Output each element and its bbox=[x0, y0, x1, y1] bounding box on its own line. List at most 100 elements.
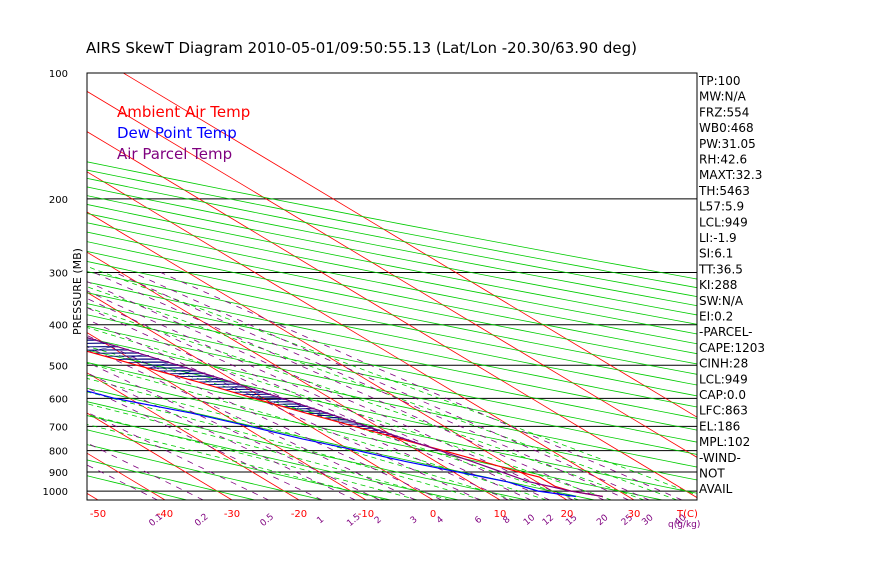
moist-adiabat-line bbox=[87, 327, 612, 500]
mixing-ratio-label: 20 bbox=[595, 513, 610, 528]
cape-hatch-line bbox=[22, 333, 73, 334]
mixing-ratio-label: 6 bbox=[473, 515, 484, 527]
isotherm-line bbox=[87, 131, 697, 499]
index-entry: FRZ:554 bbox=[699, 105, 749, 119]
dry-adiabat-line bbox=[87, 444, 323, 500]
cape-hatch-line bbox=[0, 326, 49, 327]
index-entry: EL:186 bbox=[699, 419, 740, 433]
mixing-ratio-label: 10 bbox=[522, 513, 537, 528]
moist-adiabat-line bbox=[87, 362, 547, 500]
mixing-ratio-label: 3 bbox=[409, 515, 420, 526]
index-entry: MW:N/A bbox=[699, 90, 747, 104]
mixing-ratio-line bbox=[160, 272, 683, 500]
pressure-tick-label: 400 bbox=[49, 321, 68, 332]
cape-hatch-line bbox=[178, 375, 215, 377]
dry-adiabat-line bbox=[87, 186, 697, 307]
cape-hatch-line bbox=[224, 388, 256, 390]
moist-adiabat-line bbox=[87, 414, 418, 500]
legend-dew-point-temp: Dew Point Temp bbox=[117, 124, 237, 142]
legend-air-parcel-temp: Air Parcel Temp bbox=[117, 145, 232, 163]
index-entry: NOT bbox=[699, 467, 725, 481]
dry-adiabat-line bbox=[87, 303, 697, 431]
dry-adiabat-line bbox=[87, 387, 595, 500]
temperature-tick-bottom: 30 bbox=[628, 509, 641, 520]
dry-adiabat-line bbox=[87, 222, 697, 345]
dry-adiabat-line bbox=[87, 459, 255, 500]
cape-hatch-line bbox=[94, 352, 139, 354]
cape-hatch-line bbox=[87, 348, 129, 351]
mixing-ratio-label: 2 bbox=[373, 515, 384, 526]
index-entry: TP:100 bbox=[698, 74, 741, 88]
mixing-ratio-label: 12 bbox=[541, 513, 556, 528]
dry-adiabat-line bbox=[87, 204, 697, 325]
mixing-ratio-line bbox=[132, 272, 650, 500]
dry-adiabat-line bbox=[87, 374, 663, 500]
cape-hatch-line bbox=[0, 318, 20, 324]
mixing-ratio-line bbox=[87, 411, 269, 500]
dry-adiabat-line bbox=[87, 271, 697, 397]
isotherm-line bbox=[87, 291, 434, 500]
moist-adiabat-line bbox=[87, 378, 515, 500]
dry-adiabat-line bbox=[87, 325, 697, 455]
isotherm-line bbox=[87, 372, 300, 500]
cape-hatch-line bbox=[0, 318, 23, 319]
pressure-tick-label: 900 bbox=[49, 468, 68, 479]
isotherm-line bbox=[123, 73, 697, 418]
cape-hatch-line bbox=[272, 398, 283, 404]
cape-hatch-line bbox=[215, 385, 248, 388]
cape-hatch-line bbox=[88, 345, 116, 352]
mixing-ratio-label: 1 bbox=[315, 515, 326, 526]
mixing-ratio-line bbox=[87, 361, 380, 500]
mixing-ratio-line bbox=[87, 387, 323, 500]
dry-adiabat-line bbox=[87, 231, 697, 355]
index-entry: AVAIL bbox=[699, 482, 733, 496]
temperature-tick-bottom: -50 bbox=[90, 509, 106, 520]
temperature-tick-bottom: -10 bbox=[358, 509, 374, 520]
dry-adiabat-line bbox=[87, 429, 391, 500]
pressure-tick-label: 800 bbox=[49, 447, 68, 458]
dry-adiabat-line bbox=[87, 349, 697, 481]
cape-hatch-line bbox=[0, 322, 37, 323]
cape-hatch-line bbox=[118, 354, 144, 361]
mixing-ratio-line bbox=[87, 290, 550, 500]
index-entry: LI:-1.9 bbox=[699, 231, 737, 245]
mixing-ratio-line bbox=[93, 272, 605, 500]
moist-adiabat-line bbox=[87, 345, 579, 500]
temperature-tick-bottom: -20 bbox=[291, 509, 307, 520]
cape-hatch-line bbox=[175, 370, 195, 377]
mixing-ratio-line bbox=[87, 281, 574, 500]
moist-adiabat-line bbox=[87, 286, 678, 500]
index-entry: SW:N/A bbox=[699, 294, 744, 308]
dry-adiabat-line bbox=[87, 337, 697, 468]
isotherm-line bbox=[87, 412, 233, 500]
index-entry: PW:31.05 bbox=[699, 137, 756, 151]
mixing-ratio-label: 30 bbox=[640, 513, 655, 528]
cape-hatch-line bbox=[207, 383, 240, 385]
temperature-tick-bottom: 10 bbox=[494, 509, 507, 520]
cape-hatch-line bbox=[202, 377, 218, 384]
isotherm-line bbox=[87, 171, 635, 500]
grid-layer bbox=[87, 73, 697, 500]
index-entry: CAPE:1203 bbox=[699, 341, 765, 355]
plot-frame bbox=[86, 72, 698, 501]
dry-adiabat-line bbox=[87, 177, 697, 298]
mixing-ratio-line bbox=[87, 442, 204, 500]
index-entry: LFC:863 bbox=[699, 404, 748, 418]
cape-hatch-line bbox=[198, 380, 232, 383]
mixing-ratio-line bbox=[87, 298, 532, 500]
dry-adiabat-line bbox=[87, 361, 697, 494]
pressure-tick-label: 1000 bbox=[43, 487, 68, 498]
cape-hatch-line bbox=[158, 369, 197, 372]
index-entry: EI:0.2 bbox=[699, 310, 733, 324]
temperature-tick-bottom: 20 bbox=[561, 509, 574, 520]
isotherm-line bbox=[87, 90, 697, 458]
cape-hatch-line bbox=[87, 345, 119, 347]
cape-hatch-line bbox=[226, 384, 241, 391]
series-layer bbox=[87, 337, 603, 498]
dry-adiabat-line bbox=[87, 281, 697, 408]
temperature-tick-bottom: -40 bbox=[157, 509, 173, 520]
mixing-ratio-line bbox=[87, 464, 158, 500]
y-axis-label: PRESSURE (MB) bbox=[71, 248, 84, 335]
cape-hatch-line bbox=[105, 355, 150, 357]
